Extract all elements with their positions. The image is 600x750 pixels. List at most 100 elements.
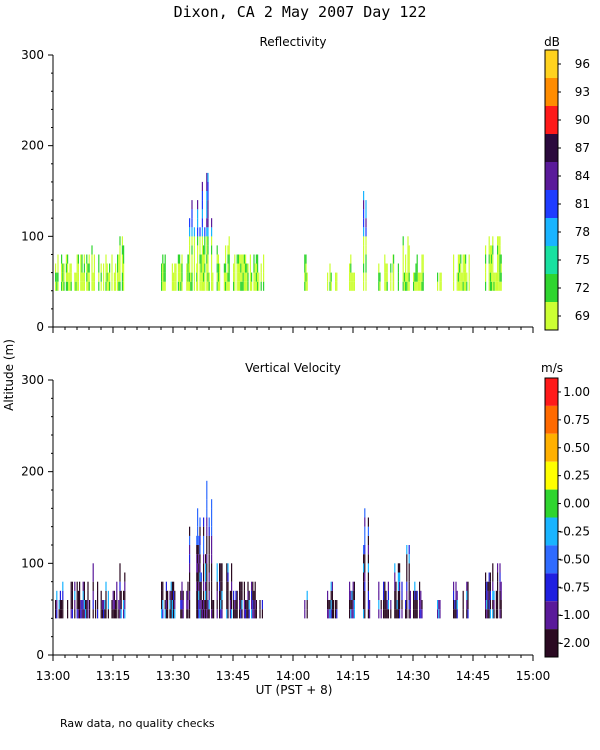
data-cell: [197, 526, 199, 536]
data-cell: [83, 590, 85, 600]
data-cell: [112, 590, 114, 600]
data-cell: [121, 272, 123, 282]
data-cell: [489, 581, 491, 591]
colorbar-swatch: [545, 378, 558, 406]
data-cell: [95, 600, 97, 610]
data-cell: [118, 263, 120, 273]
data-cell: [171, 263, 173, 273]
data-cell: [63, 281, 65, 291]
data-cells: [55, 480, 502, 619]
colorbar-swatch: [545, 489, 558, 518]
data-cell: [494, 281, 496, 291]
data-cell: [408, 545, 410, 555]
data-cell: [407, 245, 409, 255]
data-cell: [461, 281, 463, 291]
data-cell: [206, 572, 208, 582]
colorbar-label: 78: [575, 225, 590, 239]
data-cell: [263, 263, 265, 273]
data-cell: [465, 272, 467, 282]
data-cell: [249, 272, 251, 282]
data-cell: [189, 600, 191, 610]
data-cell: [211, 517, 213, 527]
data-cell: [111, 600, 113, 610]
data-cell: [254, 581, 256, 591]
data-cell: [203, 581, 205, 591]
data-cell: [216, 590, 218, 600]
data-cell: [191, 218, 193, 228]
data-cell: [226, 563, 228, 573]
data-cell: [191, 254, 193, 264]
data-cell: [228, 281, 230, 291]
data-cell: [77, 609, 79, 619]
data-cell: [70, 600, 72, 610]
data-cell: [201, 218, 203, 228]
data-cell: [492, 245, 494, 255]
data-cell: [229, 590, 231, 600]
data-cell: [460, 254, 462, 264]
data-cell: [399, 572, 401, 582]
data-cell: [394, 590, 396, 600]
data-cell: [76, 581, 78, 591]
data-cell: [58, 600, 60, 610]
data-cell: [211, 572, 213, 582]
data-cell: [206, 490, 208, 500]
data-cell: [76, 263, 78, 273]
data-cell: [206, 499, 208, 509]
data-cell: [241, 590, 243, 600]
data-cell: [86, 272, 88, 282]
data-cell: [226, 281, 228, 291]
data-cell: [162, 281, 164, 291]
data-cell: [257, 281, 259, 291]
data-cell: [56, 609, 58, 619]
data-cell: [123, 245, 125, 255]
data-cell: [204, 272, 206, 282]
data-cell: [62, 272, 64, 282]
data-cell: [203, 609, 205, 619]
data-cell: [187, 272, 189, 282]
data-cell: [227, 609, 229, 619]
data-cell: [228, 254, 230, 264]
data-cell: [116, 590, 118, 600]
data-cell: [467, 590, 469, 600]
data-cell: [206, 263, 208, 273]
data-cell: [199, 581, 201, 591]
data-cell: [196, 281, 198, 291]
data-cell: [107, 281, 109, 291]
data-cell: [203, 572, 205, 582]
x-tick-label: 13:30: [156, 669, 191, 683]
data-cell: [87, 581, 89, 591]
data-cell: [221, 563, 223, 573]
data-cell: [304, 254, 306, 264]
data-cell: [421, 281, 423, 291]
data-cell: [304, 263, 306, 273]
data-cell: [390, 263, 392, 273]
data-cell: [113, 281, 115, 291]
data-cell: [305, 272, 307, 282]
data-cell: [460, 281, 462, 291]
data-cell: [304, 609, 306, 619]
colorbar-swatch: [545, 162, 558, 190]
data-cell: [255, 254, 257, 264]
data-cell: [219, 281, 221, 291]
data-cell: [124, 600, 126, 610]
data-cell: [258, 272, 260, 282]
data-cell: [119, 600, 121, 610]
data-cell: [353, 600, 355, 610]
data-cell: [68, 281, 70, 291]
data-cell: [304, 272, 306, 282]
data-cell: [335, 600, 337, 610]
data-cell: [167, 590, 169, 600]
data-cell: [116, 581, 118, 591]
data-cell: [394, 609, 396, 619]
data-cell: [117, 263, 119, 273]
data-cell: [87, 590, 89, 600]
data-cell: [439, 272, 441, 282]
data-cell: [69, 272, 71, 282]
data-cell: [212, 609, 214, 619]
data-cell: [419, 590, 421, 600]
data-cell: [330, 281, 332, 291]
data-cell: [402, 281, 404, 291]
data-cell: [385, 590, 387, 600]
data-cell: [107, 609, 109, 619]
data-cell: [61, 600, 63, 610]
